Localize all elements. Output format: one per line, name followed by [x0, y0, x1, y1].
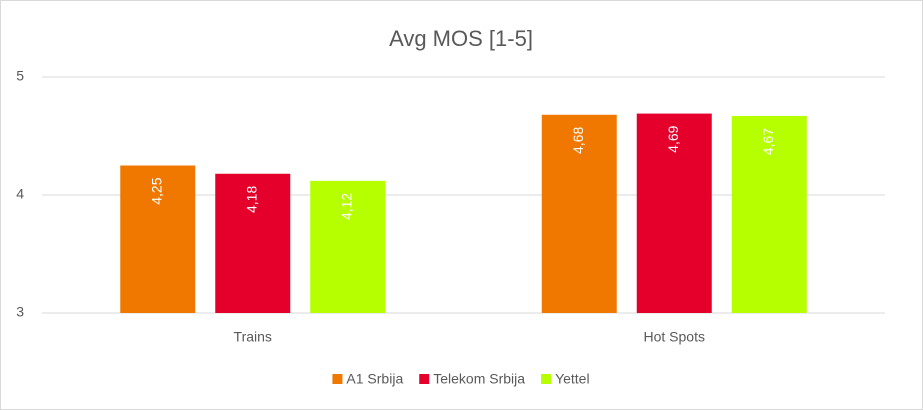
y-tick-label: 3 [16, 304, 24, 320]
value-label: 4,18 [243, 186, 259, 213]
x-tick-label: Hot Spots [644, 329, 705, 345]
legend-label: A1 Srbija [346, 371, 403, 387]
bar [215, 173, 291, 313]
bar [120, 165, 196, 313]
bar [636, 113, 712, 313]
x-tick-label: Trains [234, 329, 272, 345]
legend-label: Telekom Srbija [433, 371, 525, 387]
legend-label: Yettel [555, 371, 590, 387]
legend-swatch [332, 374, 343, 384]
y-tick-label: 4 [16, 186, 24, 202]
legend-swatch [419, 374, 430, 384]
bar [310, 180, 386, 313]
y-tick-label: 5 [16, 68, 24, 84]
chart-title: Avg MOS [1-5] [389, 26, 533, 51]
value-label: 4,67 [760, 128, 776, 155]
legend: A1 Srbija Telekom Srbija Yettel [332, 371, 590, 387]
value-label: 4,69 [665, 125, 681, 152]
value-label: 4,68 [570, 127, 586, 154]
bar [541, 114, 617, 313]
bar [731, 115, 807, 313]
value-label: 4,25 [148, 177, 164, 204]
legend-swatch [541, 374, 552, 384]
value-label: 4,12 [338, 193, 354, 220]
